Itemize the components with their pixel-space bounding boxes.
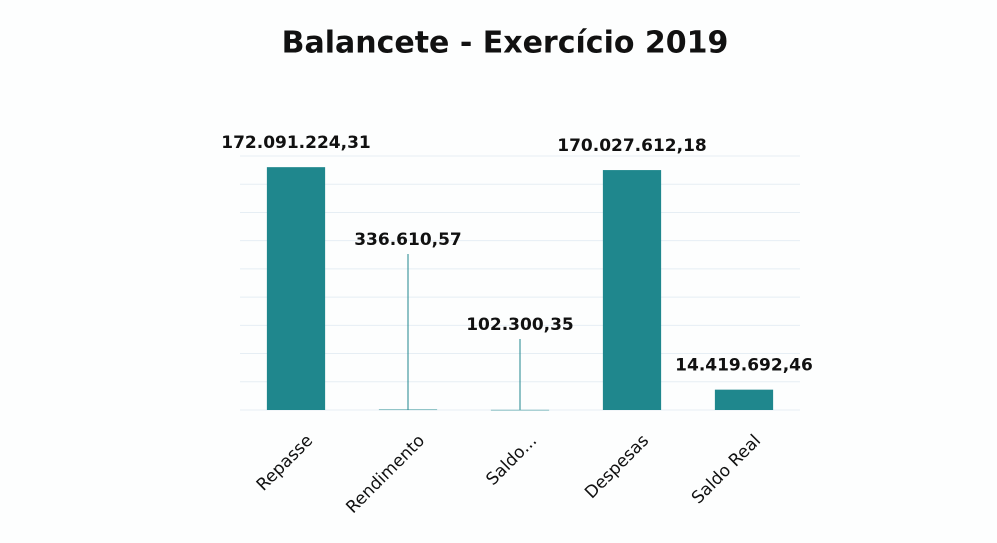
chart-title: Balancete - Exercício 2019	[282, 26, 729, 61]
bar	[602, 170, 662, 410]
data-label: 336.610,57	[354, 230, 462, 250]
data-label: 172.091.224,31	[221, 133, 371, 153]
bar	[266, 167, 326, 410]
data-label: 102.300,35	[466, 315, 574, 335]
data-label: 14.419.692,46	[675, 356, 813, 376]
data-label: 170.027.612,18	[557, 136, 707, 156]
bar	[378, 409, 438, 411]
bar	[490, 409, 550, 411]
bar	[714, 389, 774, 410]
